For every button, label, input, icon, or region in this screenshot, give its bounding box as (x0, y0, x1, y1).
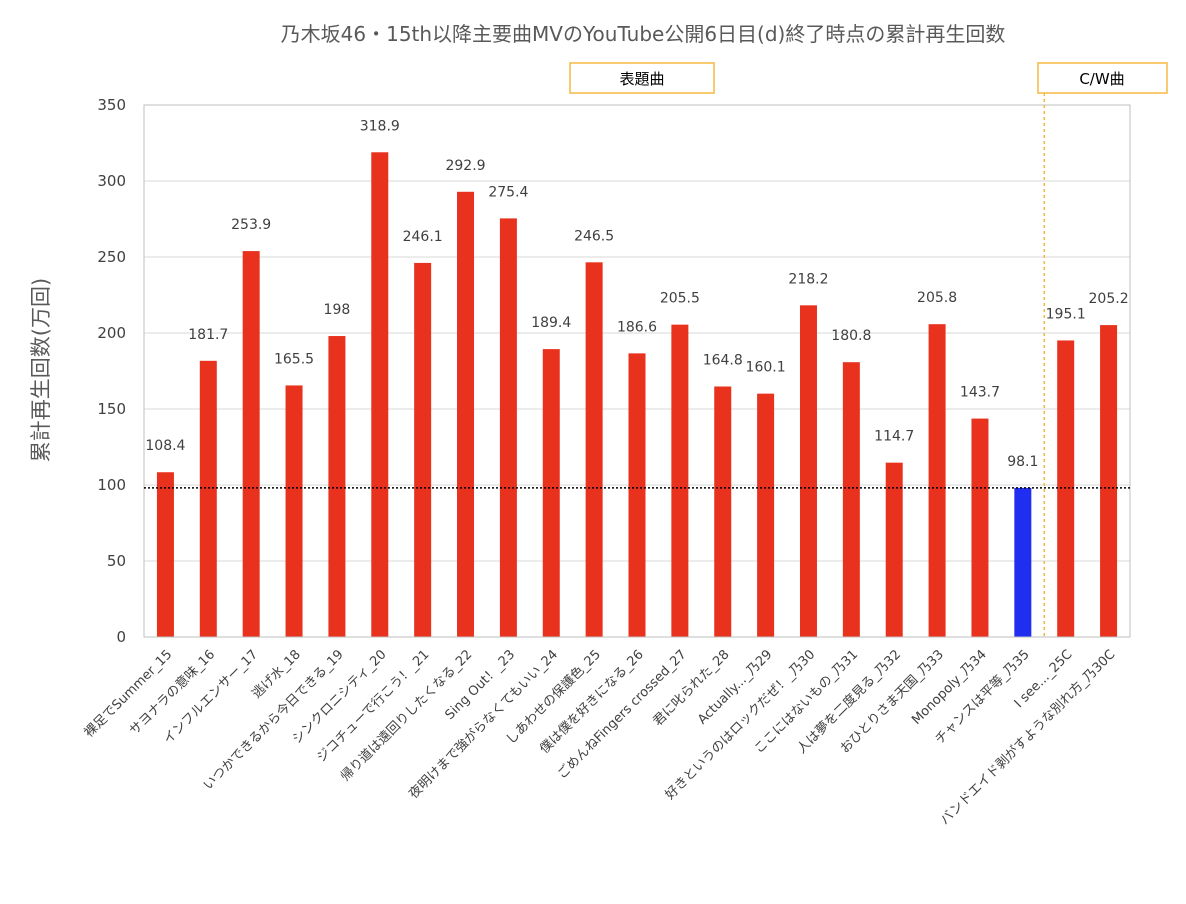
bar (371, 152, 389, 637)
data-label: 114.7 (874, 429, 914, 445)
bar (457, 191, 475, 638)
bar (1057, 340, 1075, 637)
data-label: 98.1 (1007, 454, 1038, 470)
bar (971, 418, 989, 637)
y-tick-label: 350 (97, 96, 126, 114)
data-label: 318.9 (360, 118, 400, 134)
y-tick-label: 50 (107, 552, 126, 570)
y-tick-label: 150 (97, 400, 126, 418)
data-label: 246.5 (574, 228, 614, 244)
data-label: 181.7 (188, 327, 228, 343)
data-label: 205.2 (1089, 291, 1129, 307)
data-label: 180.8 (831, 328, 871, 344)
y-tick-label: 200 (97, 324, 126, 342)
bar (328, 336, 346, 637)
title-tracks-box (569, 62, 715, 94)
bar (757, 393, 775, 637)
bar (156, 472, 174, 637)
bar (1014, 487, 1032, 637)
bar (285, 385, 303, 637)
data-label: 205.5 (660, 291, 700, 307)
data-label: 143.7 (960, 385, 1000, 401)
bar (242, 251, 260, 637)
bar (414, 262, 432, 637)
y-tick-label: 250 (97, 248, 126, 266)
bar (842, 362, 860, 637)
data-label: 292.9 (445, 158, 485, 174)
data-label: 189.4 (531, 315, 571, 331)
x-tick-label: 君に叱られた_28 (651, 647, 733, 729)
bar (542, 349, 560, 637)
plot-area (143, 104, 1131, 638)
bar (928, 324, 946, 637)
x-tick-label: Monopoly_乃34 (909, 647, 990, 728)
y-tick-label: 300 (97, 172, 126, 190)
y-tick-label: 100 (97, 476, 126, 494)
title-tracks-label: 表題曲 (619, 70, 664, 88)
data-label: 186.6 (617, 319, 657, 335)
bar (714, 386, 732, 637)
data-label: 160.1 (746, 360, 786, 376)
x-tick-label: Actually..._乃29 (695, 647, 775, 727)
data-label: 275.4 (488, 184, 528, 200)
bar (1100, 325, 1118, 637)
bar (199, 360, 217, 637)
data-label: 195.1 (1046, 306, 1086, 322)
data-label: 246.1 (403, 229, 443, 245)
data-label: 164.8 (703, 353, 743, 369)
data-label: 198 (324, 302, 351, 318)
data-label: 253.9 (231, 217, 271, 233)
bar (799, 305, 817, 637)
bar (671, 324, 689, 637)
data-label: 165.5 (274, 351, 314, 367)
y-tick-label: 0 (116, 628, 126, 646)
chart-title: 乃木坂46・15th以降主要曲MVのYouTube公開6日目(d)終了時点の累計… (281, 22, 1006, 46)
coupling-label: C/W曲 (1079, 70, 1124, 88)
bar (628, 353, 646, 637)
data-label: 218.2 (788, 271, 828, 287)
bar (585, 262, 603, 637)
data-label: 108.4 (145, 438, 185, 454)
y-axis-label: 累計再生回数(万回) (29, 278, 53, 462)
bar (499, 218, 517, 637)
data-label: 205.8 (917, 290, 957, 306)
bar (885, 462, 903, 637)
coupling-box (1037, 62, 1168, 94)
